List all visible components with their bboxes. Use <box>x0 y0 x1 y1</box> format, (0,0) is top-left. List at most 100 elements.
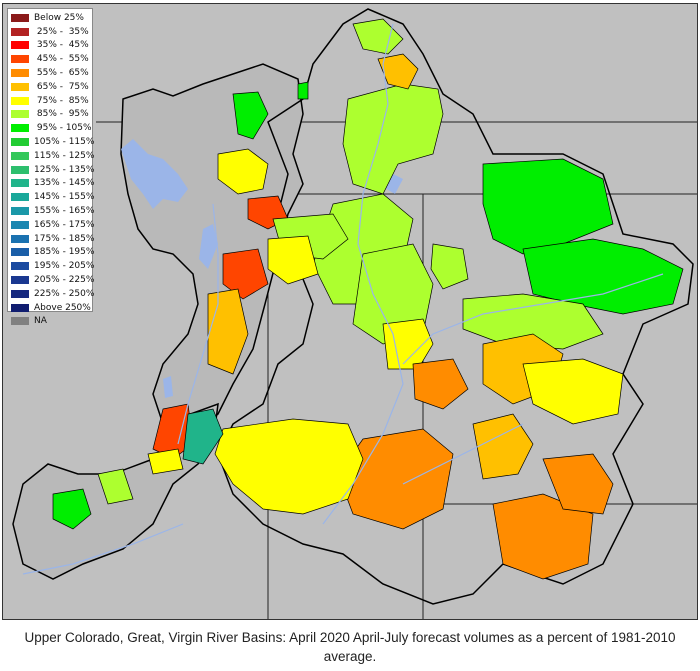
basin-virgin-river <box>182 408 224 465</box>
legend-swatch <box>11 124 29 133</box>
legend-swatch <box>11 179 29 188</box>
legend-swatch <box>11 82 29 91</box>
legend-label: 175% - 185% <box>34 233 95 244</box>
legend-item: 125% - 135% <box>11 163 94 177</box>
legend-item: 25% - 35% <box>11 25 89 39</box>
great-salt-lake <box>121 139 188 209</box>
basin-upper-green <box>352 18 404 55</box>
legend-label: 35% - 45% <box>34 40 89 51</box>
great-basin-outline <box>12 63 304 580</box>
basin-map <box>12 8 697 619</box>
legend-item: Above 250% <box>11 301 91 315</box>
basin-bear-river <box>232 91 269 140</box>
basin-san-miguel <box>522 358 624 425</box>
legend-label: 205% - 225% <box>34 275 95 286</box>
legend-label: 55% - 65% <box>34 68 89 79</box>
legend-swatch <box>11 69 29 78</box>
utah-lake <box>199 224 218 269</box>
lake-powell <box>378 174 403 194</box>
legend-swatch <box>11 207 29 216</box>
legend-label: 75% - 85% <box>34 95 89 106</box>
legend-item: 205% - 225% <box>11 273 94 287</box>
legend-label: 185% - 195% <box>34 247 95 258</box>
legend-item: 185% - 195% <box>11 246 94 260</box>
basin-sevier-upper <box>207 288 249 375</box>
basin-nevada-west <box>97 468 134 505</box>
basin-chama <box>542 453 614 515</box>
basin-colorado-mainstem <box>522 238 684 315</box>
legend-swatch <box>11 110 29 119</box>
map-legend: Below 25% 25% - 35% 35% - 45% 45% - 55% … <box>7 8 95 326</box>
legend-item: NA <box>11 315 89 329</box>
legend-swatch <box>11 151 29 160</box>
legend-item: 115% - 125% <box>11 149 94 163</box>
basin-price <box>382 318 434 370</box>
legend-swatch <box>11 262 29 271</box>
sevier-lake <box>163 376 173 398</box>
legend-swatch <box>11 303 29 312</box>
legend-swatch <box>11 27 29 36</box>
legend-item: 175% - 185% <box>11 232 94 246</box>
legend-label: 165% - 175% <box>34 219 95 230</box>
legend-label: 65% - 75% <box>34 81 89 92</box>
legend-item: 135% - 145% <box>11 177 94 191</box>
rivers <box>22 23 664 575</box>
legend-item: 75% - 85% <box>11 94 89 108</box>
legend-swatch <box>11 220 29 229</box>
legend-item: 155% - 165% <box>11 204 94 218</box>
map-frame: Below 25% 25% - 35% 35% - 45% 45% - 55% … <box>2 3 698 620</box>
legend-label: 95% - 105% <box>34 123 92 134</box>
basin-dolores <box>412 358 469 410</box>
basin-escalante <box>214 418 364 515</box>
basin-ashley <box>297 81 309 100</box>
legend-label: Above 250% <box>34 302 91 313</box>
upper-colorado-outline <box>217 8 694 605</box>
legend-label: 25% - 35% <box>34 26 89 37</box>
basin-navajo <box>492 493 594 580</box>
basin-animas <box>472 413 534 480</box>
legend-label: NA <box>34 316 47 327</box>
legend-label: Below 25% <box>34 12 84 23</box>
legend-item: Below 25% <box>11 11 89 25</box>
basin-weber <box>217 148 269 195</box>
basin-green-river-wy <box>342 83 444 195</box>
legend-label: 105% - 115% <box>34 137 95 148</box>
legend-swatch <box>11 138 29 147</box>
map-caption: Upper Colorado, Great, Virgin River Basi… <box>24 630 676 664</box>
legend-label: 85% - 95% <box>34 109 89 120</box>
legend-item: 95% - 105% <box>11 121 92 135</box>
legend-label: 45% - 55% <box>34 54 89 65</box>
legend-item: 35% - 45% <box>11 39 89 53</box>
basin-fontenelle <box>377 53 419 90</box>
legend-swatch <box>11 13 29 22</box>
legend-label: 125% - 135% <box>34 164 95 175</box>
basin-gunnison <box>462 293 604 350</box>
legend-swatch <box>11 165 29 174</box>
basin-beaver <box>147 448 184 475</box>
legend-swatch <box>11 317 29 326</box>
legend-label: 135% - 145% <box>34 178 95 189</box>
legend-item: 105% - 115% <box>11 135 94 149</box>
basin-sevier-lower <box>152 403 194 460</box>
legend-label: 115% - 125% <box>34 150 95 161</box>
legend-item: 225% - 250% <box>11 287 94 301</box>
legend-swatch <box>11 96 29 105</box>
legend-item: 145% - 155% <box>11 190 94 204</box>
legend-swatch <box>11 289 29 298</box>
legend-item: 65% - 75% <box>11 80 89 94</box>
legend-item: 195% - 205% <box>11 259 94 273</box>
forecast-basins <box>52 18 684 580</box>
legend-label: 145% - 155% <box>34 192 95 203</box>
legend-label: 195% - 205% <box>34 261 95 272</box>
legend-swatch <box>11 55 29 64</box>
basin-little-snake <box>430 243 469 290</box>
legend-label: 225% - 250% <box>34 288 95 299</box>
basin-spanish-fork <box>222 248 269 300</box>
legend-item: 55% - 65% <box>11 66 89 80</box>
legend-item: 85% - 95% <box>11 108 89 122</box>
legend-item: 45% - 55% <box>11 52 89 66</box>
basin-strawberry <box>267 235 319 285</box>
legend-swatch <box>11 41 29 50</box>
basin-nevada-east <box>52 488 92 530</box>
legend-label: 155% - 165% <box>34 206 95 217</box>
